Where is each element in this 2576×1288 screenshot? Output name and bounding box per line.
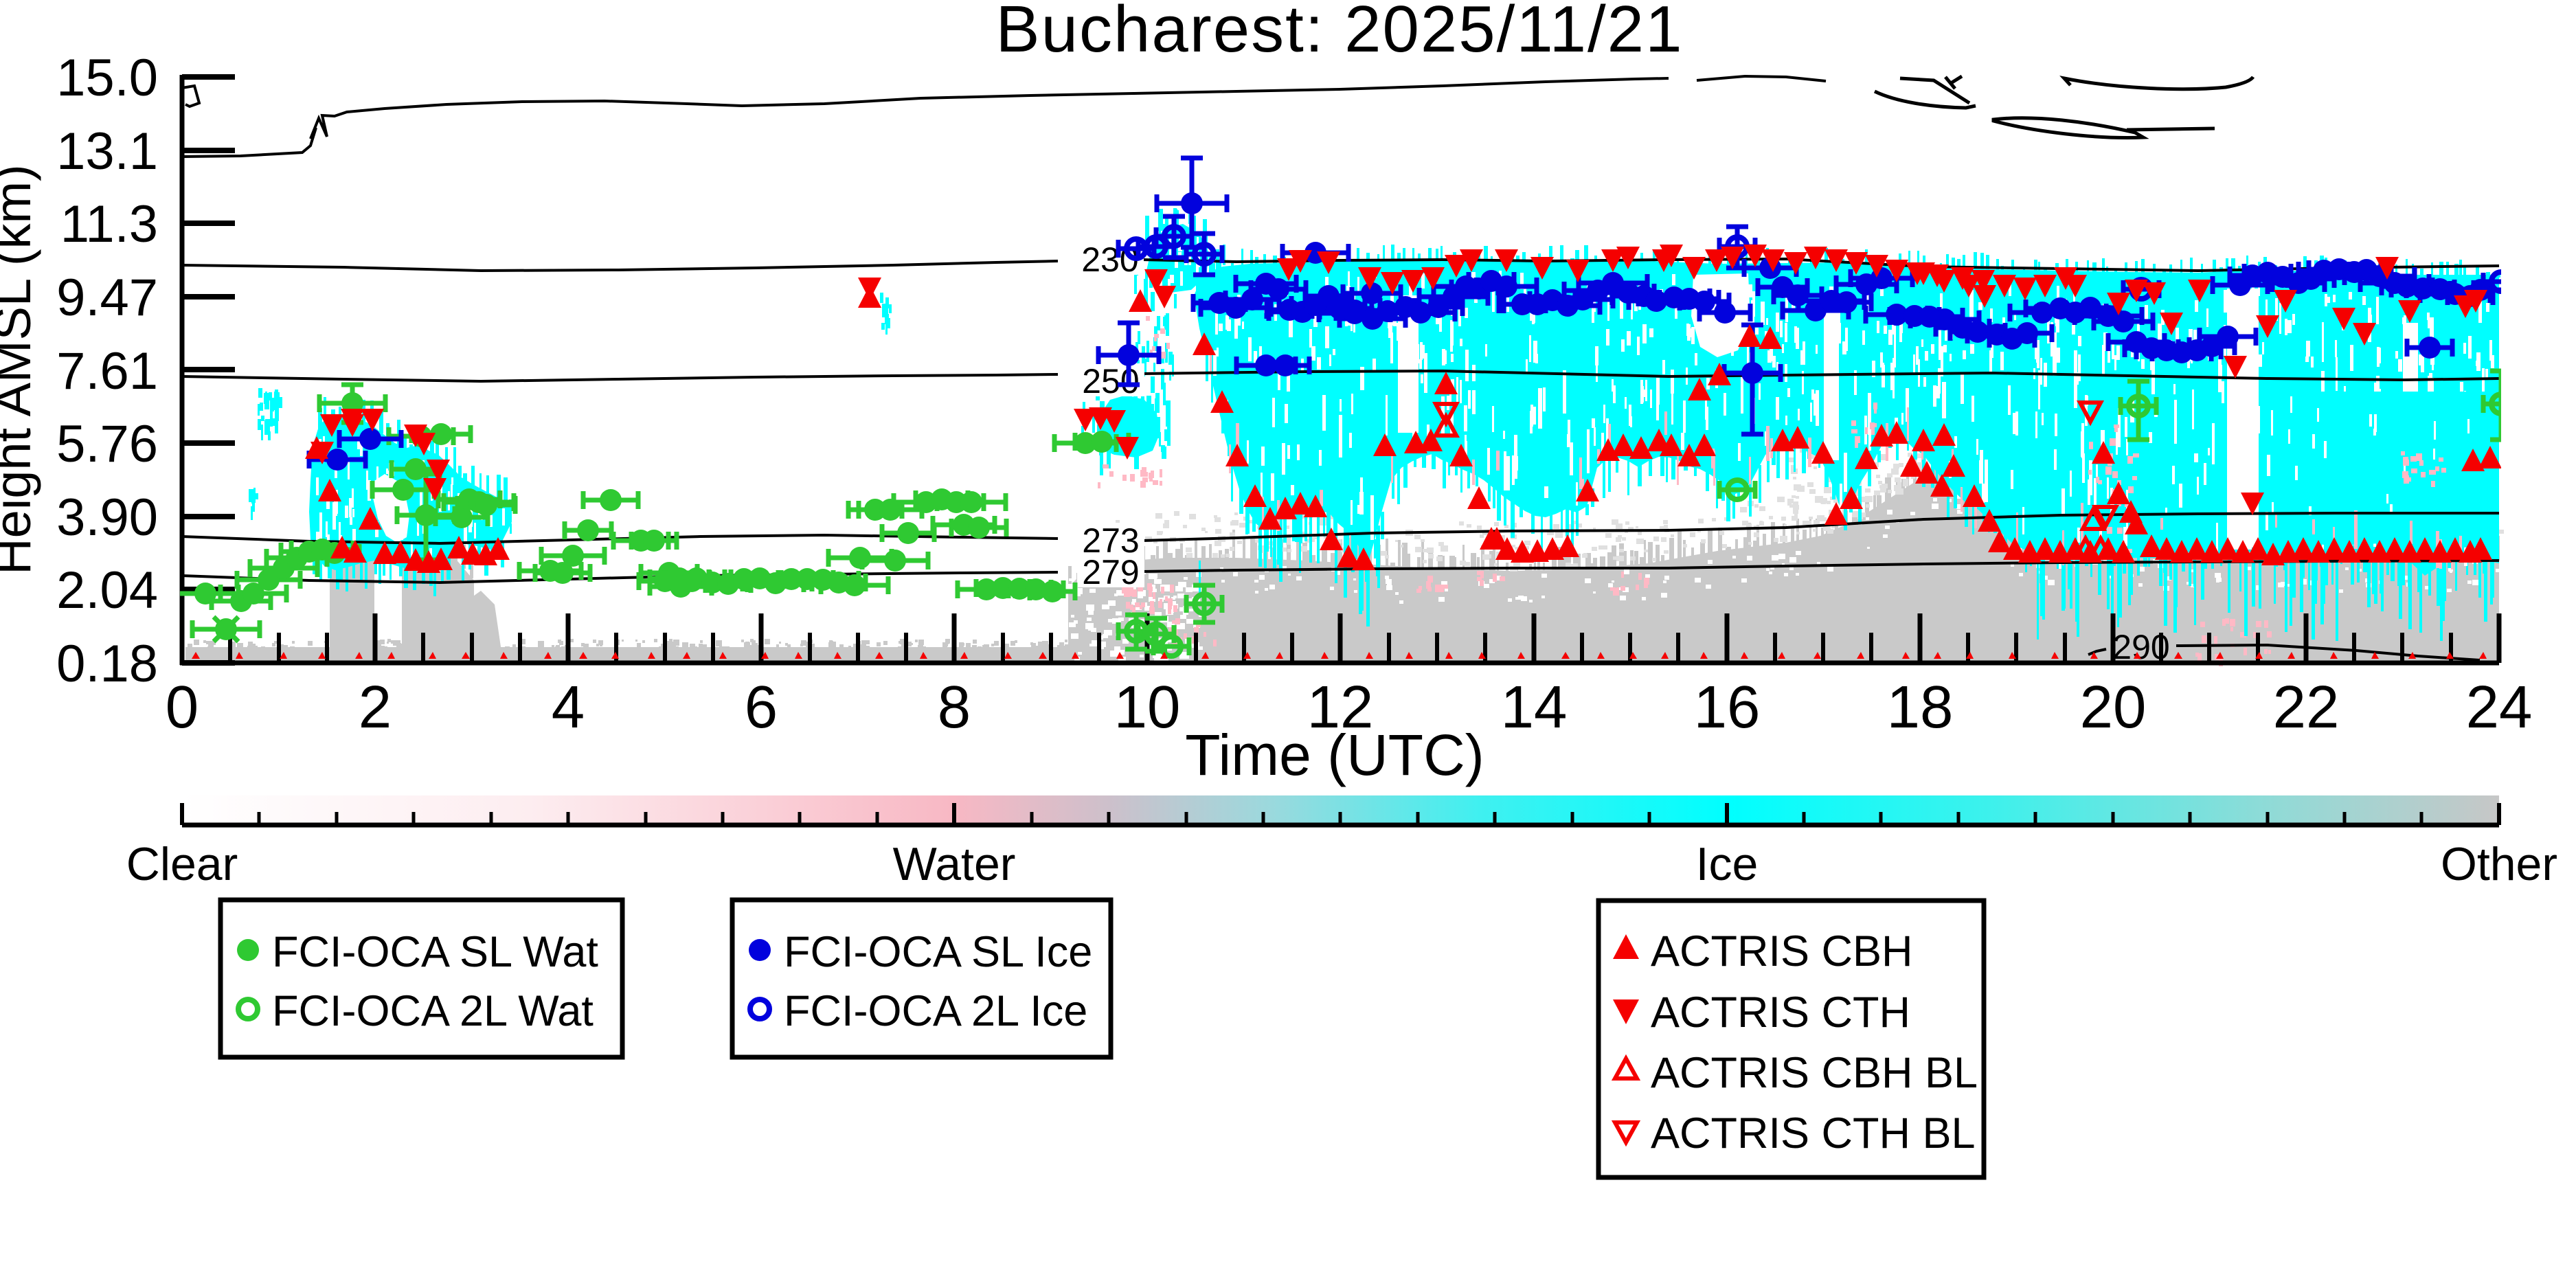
svg-text:6: 6: [745, 674, 778, 741]
svg-text:0.18: 0.18: [56, 635, 158, 693]
svg-text:FCI-OCA 2L Wat: FCI-OCA 2L Wat: [272, 987, 594, 1035]
svg-text:5.76: 5.76: [56, 415, 158, 473]
svg-text:ACTRIS CTH: ACTRIS CTH: [1651, 988, 1910, 1037]
svg-text:2: 2: [359, 674, 392, 741]
svg-text:12: 12: [1307, 674, 1374, 741]
svg-text:ACTRIS CTH BL: ACTRIS CTH BL: [1651, 1109, 1976, 1157]
svg-text:ACTRIS CBH BL: ACTRIS CBH BL: [1651, 1049, 1978, 1097]
svg-text:24: 24: [2466, 674, 2533, 741]
svg-text:10: 10: [1114, 674, 1181, 741]
svg-text:0: 0: [166, 674, 199, 741]
svg-text:Ice: Ice: [1696, 838, 1759, 890]
svg-text:Other: Other: [2441, 838, 2557, 890]
svg-text:8: 8: [938, 674, 971, 741]
svg-text:230: 230: [1081, 240, 1138, 279]
svg-text:11.3: 11.3: [60, 195, 158, 253]
svg-text:Water: Water: [893, 838, 1016, 890]
svg-text:FCI-OCA SL Ice: FCI-OCA SL Ice: [784, 928, 1092, 976]
svg-text:20: 20: [2080, 674, 2147, 741]
svg-text:ACTRIS CBH: ACTRIS CBH: [1651, 927, 1913, 975]
svg-text:9.47: 9.47: [56, 269, 158, 327]
svg-text:FCI-OCA 2L Ice: FCI-OCA 2L Ice: [784, 987, 1087, 1035]
svg-text:15.0: 15.0: [56, 49, 158, 107]
svg-text:Height AMSL (km): Height AMSL (km): [0, 164, 41, 575]
svg-text:4: 4: [552, 674, 585, 741]
svg-text:18: 18: [1887, 674, 1954, 741]
svg-text:273: 273: [1082, 521, 1139, 560]
svg-text:Bucharest: 2025/11/21: Bucharest: 2025/11/21: [996, 0, 1684, 66]
svg-text:279: 279: [1082, 553, 1139, 591]
svg-text:3.90: 3.90: [56, 488, 158, 547]
svg-text:16: 16: [1694, 674, 1761, 741]
svg-text:7.61: 7.61: [56, 342, 158, 400]
svg-text:2.04: 2.04: [56, 561, 158, 620]
svg-text:FCI-OCA SL Wat: FCI-OCA SL Wat: [272, 928, 598, 976]
svg-text:Time (UTC): Time (UTC): [1185, 723, 1484, 787]
svg-text:14: 14: [1501, 674, 1568, 741]
svg-text:Clear: Clear: [126, 838, 238, 890]
svg-text:22: 22: [2273, 674, 2340, 741]
svg-text:13.1: 13.1: [56, 122, 158, 181]
